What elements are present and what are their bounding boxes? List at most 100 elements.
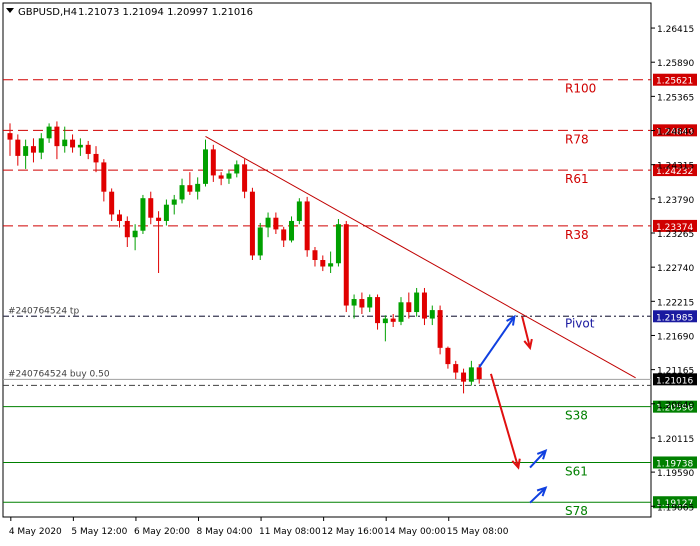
candle[interactable] (296, 198, 302, 225)
candle-body (179, 185, 185, 200)
candle-body (320, 260, 326, 267)
candle[interactable] (359, 292, 365, 315)
candle[interactable] (140, 194, 146, 234)
candle[interactable] (54, 121, 60, 160)
candle[interactable] (390, 314, 396, 328)
candle-body (148, 198, 154, 218)
candle[interactable] (320, 255, 326, 272)
price-tag-text: 1.20596 (656, 404, 693, 414)
candle[interactable] (210, 144, 216, 182)
candle[interactable] (195, 177, 201, 200)
price-tag-s61 (653, 456, 697, 469)
candle[interactable] (249, 187, 255, 260)
candle[interactable] (437, 305, 443, 355)
candle[interactable] (187, 172, 193, 195)
candle[interactable] (124, 216, 130, 247)
candle[interactable] (343, 220, 349, 313)
candle-body (15, 139, 21, 156)
trendline[interactable] (205, 135, 636, 379)
arrow-head (536, 448, 548, 460)
arrow-shaft (521, 316, 532, 349)
candle[interactable] (234, 160, 240, 178)
price-tag-pivot (653, 310, 697, 323)
candle[interactable] (179, 178, 185, 204)
price-tick-label: 1.22215 (657, 298, 694, 308)
candle[interactable] (312, 246, 318, 267)
candle[interactable] (429, 305, 435, 326)
candle[interactable] (171, 194, 177, 215)
candle[interactable] (70, 134, 76, 153)
candle-body (171, 199, 177, 205)
candle[interactable] (163, 199, 169, 226)
candle[interactable] (109, 188, 115, 221)
candle-body (46, 126, 52, 139)
price-tag-r100 (653, 73, 697, 86)
candle[interactable] (281, 226, 287, 247)
scenario-arrow-down (521, 316, 533, 351)
candle[interactable] (351, 294, 357, 319)
candle[interactable] (398, 297, 404, 326)
candle[interactable] (218, 172, 224, 186)
candle[interactable] (116, 209, 122, 228)
arrow-head (506, 314, 516, 326)
candle[interactable] (453, 360, 459, 380)
candle[interactable] (289, 216, 295, 243)
candle[interactable] (46, 123, 52, 143)
candle[interactable] (375, 294, 381, 330)
arrow-shaft (478, 316, 516, 368)
candle[interactable] (101, 159, 107, 202)
price-tick-label: 1.21165 (657, 367, 694, 377)
candle-body (445, 347, 451, 365)
time-tick-label: 12 May 16:00 (322, 527, 384, 537)
price-tag-text: 1.25621 (656, 77, 693, 87)
candle[interactable] (382, 315, 388, 342)
candle-body (234, 164, 240, 174)
candle[interactable] (93, 146, 99, 173)
candle[interactable] (273, 212, 279, 234)
candle-body (414, 292, 420, 313)
arrow-head (536, 486, 548, 497)
candle-body (257, 227, 263, 256)
candle[interactable] (445, 346, 451, 369)
candle[interactable] (148, 191, 154, 225)
candle[interactable] (335, 219, 341, 267)
candle[interactable] (304, 196, 310, 257)
candle-body (351, 299, 357, 306)
candle[interactable] (23, 139, 29, 169)
price-tag-r78 (653, 124, 697, 137)
candle[interactable] (242, 159, 248, 199)
time-tick-label: 15 May 08:00 (447, 527, 509, 537)
candle[interactable] (77, 138, 83, 156)
ohlc-values: 1.21073 1.21094 1.20997 1.21016 (78, 7, 253, 18)
candle[interactable] (30, 138, 36, 163)
level-label-s38: S38 (565, 409, 588, 423)
candle-body (367, 297, 373, 308)
candle[interactable] (421, 287, 427, 326)
candle[interactable] (226, 170, 232, 184)
candle[interactable] (203, 139, 208, 187)
candle-body (7, 133, 13, 140)
dropdown-triangle-icon[interactable] (6, 8, 14, 13)
candle[interactable] (367, 294, 373, 313)
candle[interactable] (468, 360, 474, 386)
candle[interactable] (156, 211, 162, 274)
candle[interactable] (414, 287, 420, 317)
candle[interactable] (62, 126, 68, 153)
candle[interactable] (265, 212, 271, 238)
candle[interactable] (38, 133, 44, 160)
candle[interactable] (15, 134, 21, 166)
candle[interactable] (85, 140, 91, 160)
candle[interactable] (7, 123, 13, 156)
price-tag-s38 (653, 400, 697, 413)
candle-body (124, 220, 130, 238)
candle[interactable] (328, 251, 334, 274)
price-tag-text: 1.21985 (656, 313, 693, 323)
candle[interactable] (257, 222, 263, 260)
candle[interactable] (406, 292, 412, 319)
candle[interactable] (132, 224, 138, 251)
time-tick-label: 4 May 2020 (9, 527, 62, 537)
scenario-arrow-up (529, 486, 548, 504)
candle[interactable] (461, 368, 467, 394)
